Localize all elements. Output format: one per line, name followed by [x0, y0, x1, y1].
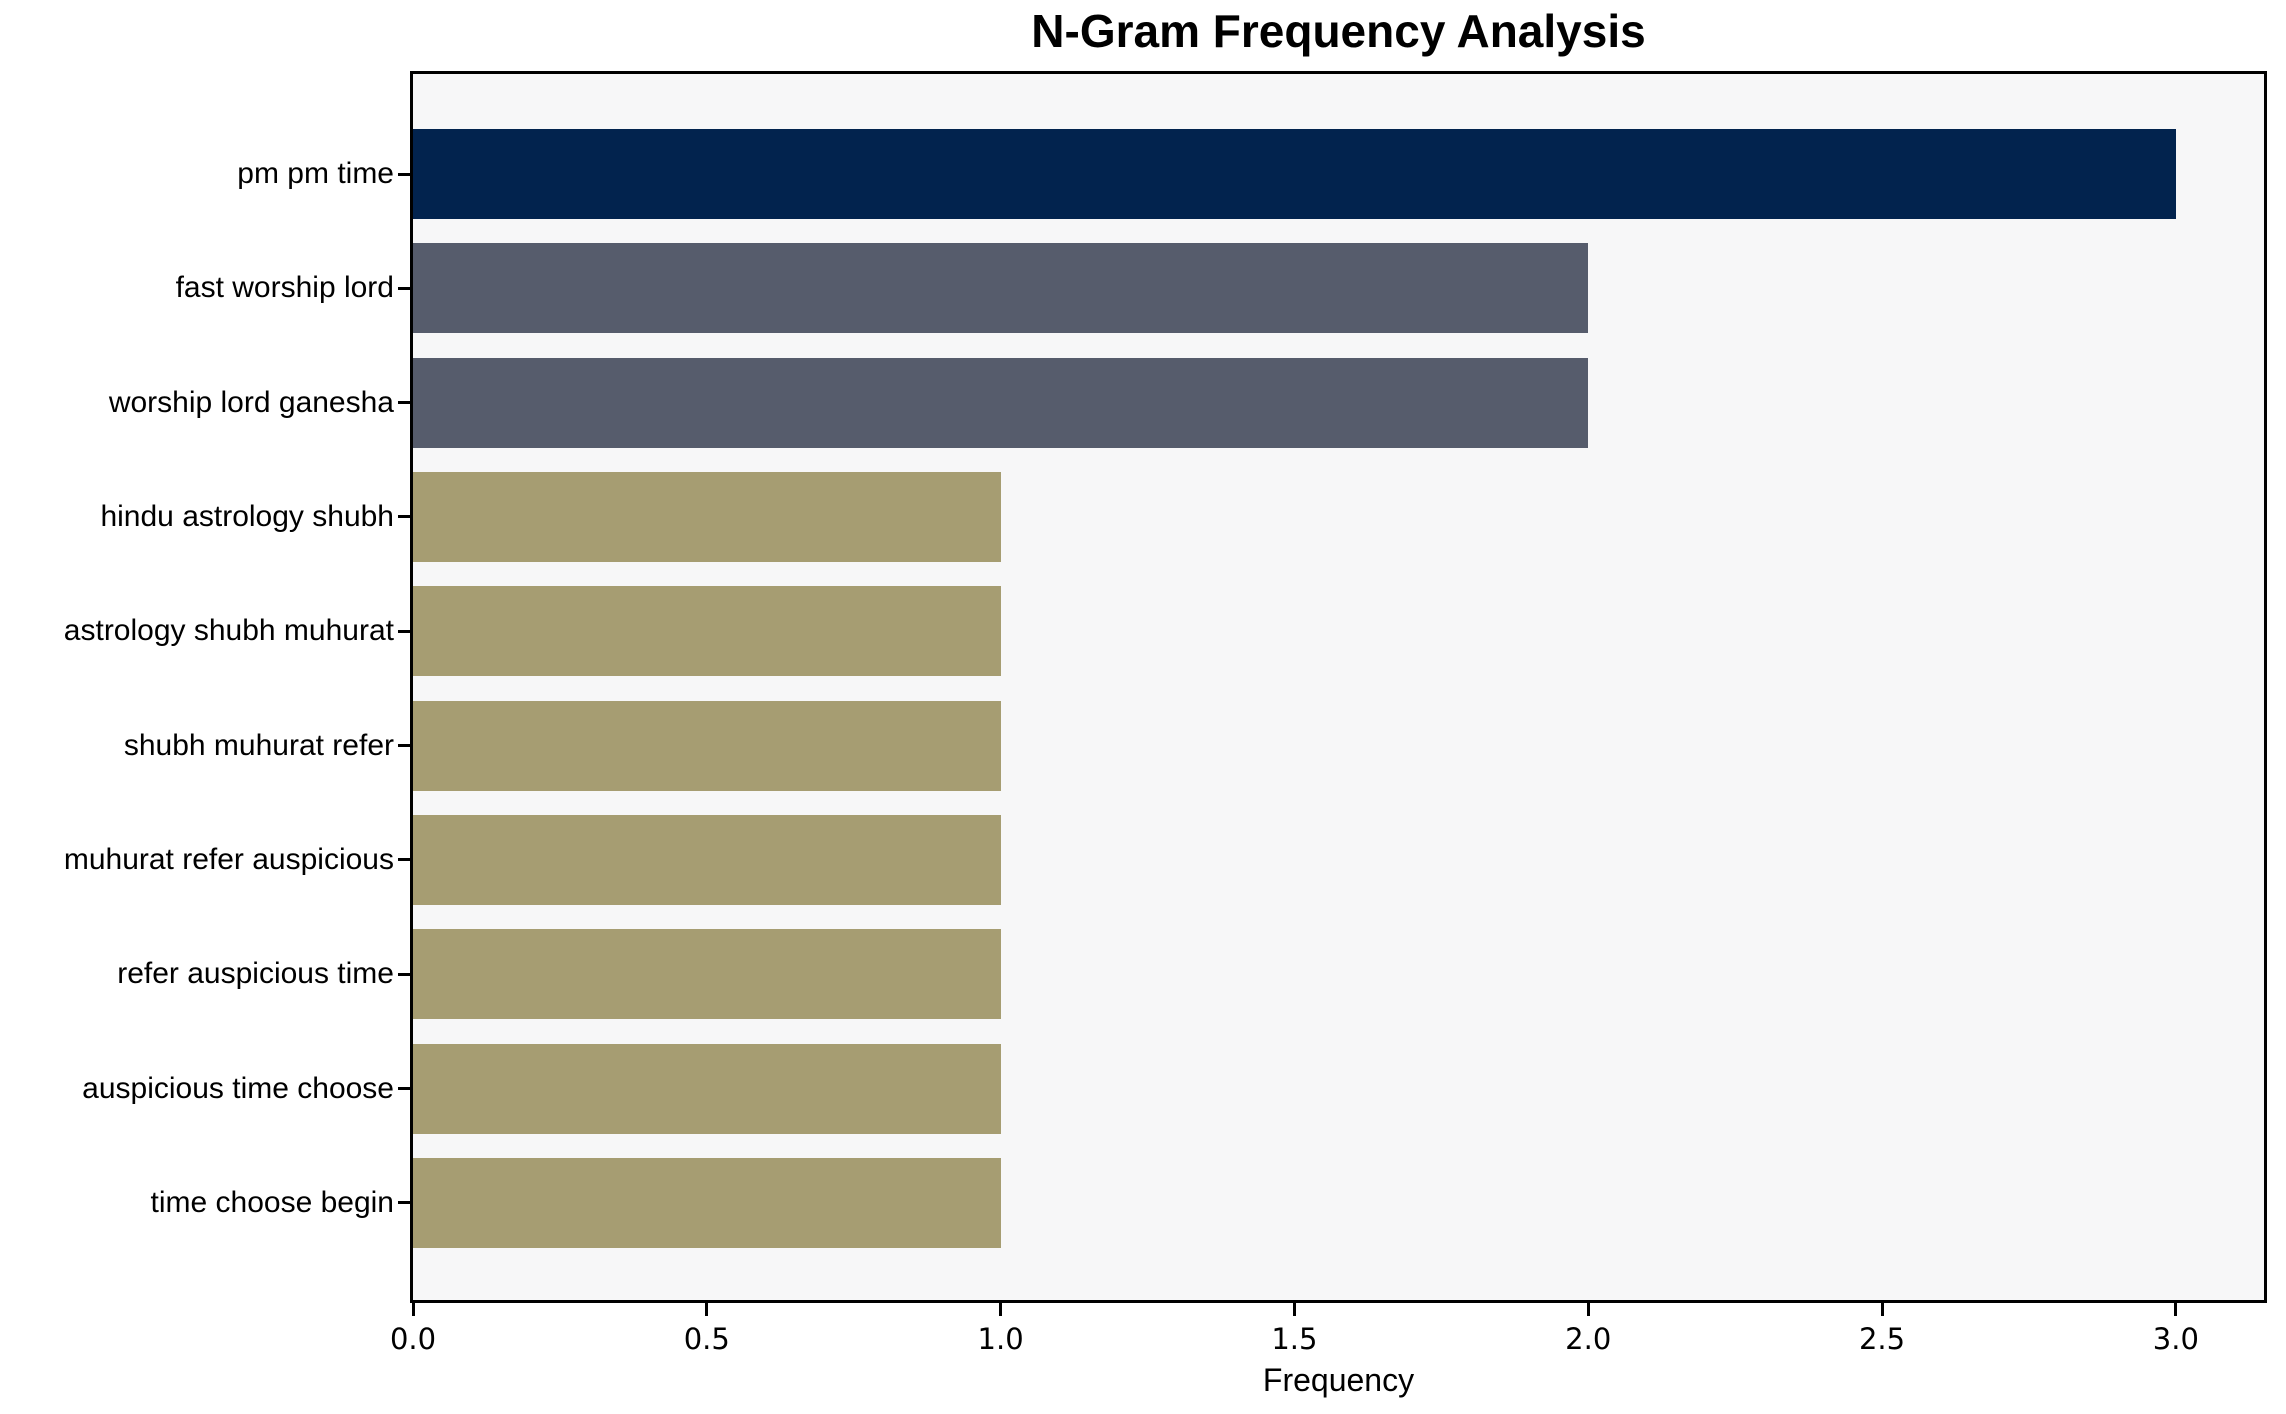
- x-tick-mark: [1292, 1303, 1296, 1316]
- x-tick-label: 1.5: [1271, 1322, 1318, 1356]
- y-tick-mark: [398, 858, 410, 862]
- bar-0: [413, 129, 2176, 219]
- y-tick-label: astrology shubh muhurat: [63, 614, 394, 648]
- y-tick-mark: [398, 1201, 410, 1205]
- x-tick-label: 0.0: [389, 1322, 437, 1356]
- bar-4: [413, 586, 1001, 677]
- x-tick-label: 0.5: [683, 1322, 730, 1356]
- x-axis-label: Frequency: [1262, 1362, 1415, 1398]
- bar-8: [413, 1043, 1001, 1134]
- x-tick-mark: [705, 1303, 709, 1316]
- x-tick-mark: [1880, 1303, 1884, 1316]
- bar-9: [413, 1157, 1001, 1248]
- x-tick-label: 2.0: [1565, 1322, 1612, 1356]
- x-tick-label: 3.0: [2152, 1322, 2199, 1356]
- y-tick-label: time choose begin: [150, 1185, 395, 1219]
- y-tick-label: pm pm time: [237, 157, 394, 190]
- y-tick-mark: [398, 515, 410, 519]
- y-tick-label: fast worship lord: [175, 271, 394, 305]
- bar-6: [413, 814, 1001, 905]
- bar-2: [413, 357, 1588, 448]
- x-tick-mark: [411, 1303, 415, 1316]
- x-tick-mark: [999, 1303, 1003, 1316]
- y-tick-label: worship lord ganesha: [108, 385, 394, 419]
- y-tick-mark: [398, 172, 410, 176]
- y-tick-mark: [398, 1087, 410, 1091]
- bar-3: [413, 471, 1001, 562]
- y-tick-mark: [398, 972, 410, 976]
- x-tick-label: 1.0: [977, 1322, 1024, 1356]
- y-tick-mark: [398, 401, 410, 405]
- bar-7: [413, 929, 1001, 1020]
- bar-1: [413, 243, 1588, 334]
- y-tick-mark: [398, 286, 410, 290]
- x-tick-mark: [2174, 1303, 2178, 1316]
- y-tick-label: muhurat refer auspicious: [63, 842, 394, 876]
- y-tick-label: shubh muhurat refer: [123, 728, 394, 762]
- bar-5: [413, 700, 1001, 791]
- y-tick-mark: [398, 629, 410, 633]
- y-tick-label: auspicious time choose: [82, 1071, 394, 1105]
- x-tick-mark: [1586, 1303, 1590, 1316]
- plot-area: [410, 71, 2267, 1303]
- y-tick-label: refer auspicious time: [117, 957, 394, 991]
- y-tick-label: hindu astrology shubh: [100, 499, 394, 533]
- y-tick-mark: [398, 744, 410, 748]
- x-tick-label: 2.5: [1858, 1322, 1906, 1356]
- chart-title: N-Gram Frequency Analysis: [1031, 5, 1646, 57]
